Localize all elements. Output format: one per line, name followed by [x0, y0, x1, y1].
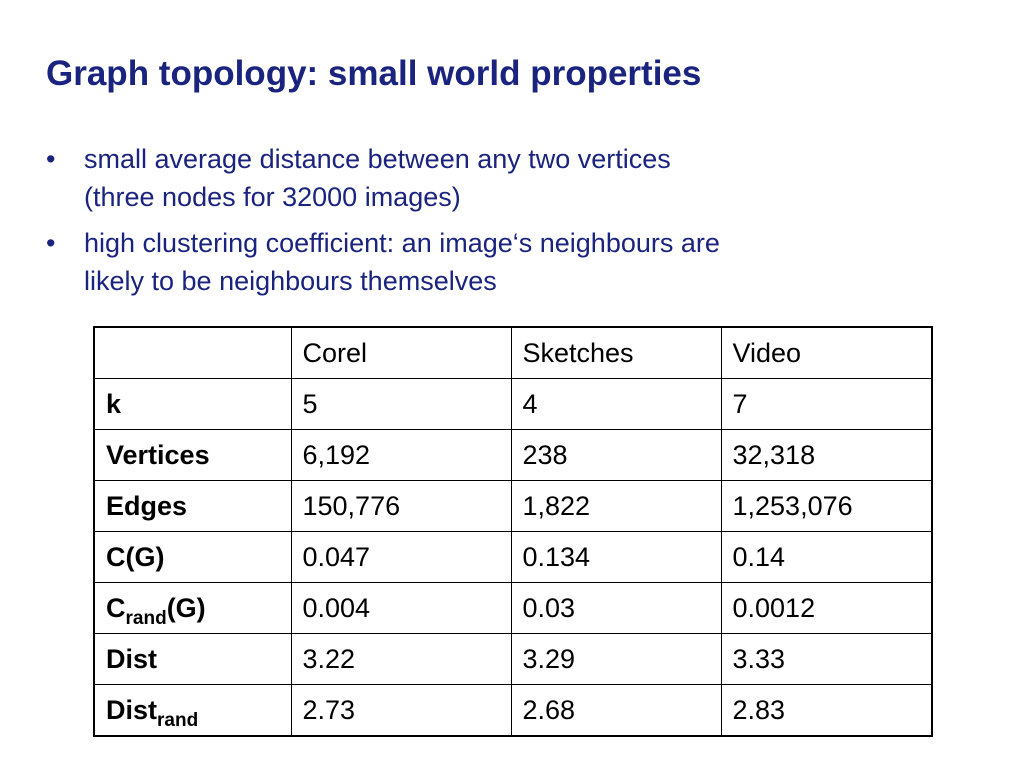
table-cell: 238: [510, 429, 722, 481]
table-row: k 5 4 7: [93, 378, 933, 430]
table-cell: 1,253,076: [720, 480, 933, 532]
bullet-text-line: high clustering coefficient: an image‘s …: [84, 228, 720, 258]
table-cell: 6,192: [290, 429, 512, 481]
bullet-marker: •: [46, 144, 56, 174]
table-cell: 0.14: [720, 531, 933, 583]
table-row: Edges 150,776 1,822 1,253,076: [93, 480, 933, 532]
table-cell: 3.29: [510, 633, 722, 685]
table-cell: 4: [510, 378, 722, 430]
table-cell: 0.047: [290, 531, 512, 583]
bullet-text-line: likely to be neighbours themselves: [84, 266, 497, 296]
table-cell: 1,822: [510, 480, 722, 532]
row-label: Distrand: [93, 684, 292, 737]
table-cell: 5: [290, 378, 512, 430]
bullet-list: • small average distance between any two…: [46, 140, 946, 308]
row-label: C(G): [93, 531, 292, 583]
header-cell-sketches: Sketches: [510, 326, 722, 379]
bullet-marker: •: [46, 228, 56, 258]
table-cell: 3.22: [290, 633, 512, 685]
table-header-row: Corel Sketches Video: [93, 326, 933, 379]
table-cell: 2.83: [720, 684, 933, 737]
row-label: Crand(G): [93, 582, 292, 634]
table-row: Vertices 6,192 238 32,318: [93, 429, 933, 481]
table-row: Crand(G) 0.004 0.03 0.0012: [93, 582, 933, 634]
bullet-text-line: (three nodes for 32000 images): [84, 182, 461, 212]
table-cell: 0.004: [290, 582, 512, 634]
row-label: k: [93, 378, 292, 430]
row-label: Edges: [93, 480, 292, 532]
bullet-item: • small average distance between any two…: [46, 140, 946, 216]
header-cell-empty: [93, 326, 292, 379]
row-label: Dist: [93, 633, 292, 685]
table-cell: 2.68: [510, 684, 722, 737]
table-cell: 7: [720, 378, 933, 430]
table-cell: 2.73: [290, 684, 512, 737]
header-cell-corel: Corel: [290, 326, 512, 379]
slide-title: Graph topology: small world properties: [46, 54, 702, 93]
header-cell-video: Video: [720, 326, 933, 379]
graph-stats-table: Corel Sketches Video k 5 4 7 Vertices 6,…: [93, 326, 933, 737]
bullet-text-line: small average distance between any two v…: [84, 144, 671, 174]
table-cell: 0.0012: [720, 582, 933, 634]
table-cell: 3.33: [720, 633, 933, 685]
table-cell: 32,318: [720, 429, 933, 481]
bullet-item: • high clustering coefficient: an image‘…: [46, 224, 946, 300]
table-row: Dist 3.22 3.29 3.33: [93, 633, 933, 685]
row-label: Vertices: [93, 429, 292, 481]
table-row: Distrand 2.73 2.68 2.83: [93, 684, 933, 737]
table-cell: 150,776: [290, 480, 512, 532]
table-row: C(G) 0.047 0.134 0.14: [93, 531, 933, 583]
table-cell: 0.03: [510, 582, 722, 634]
table-cell: 0.134: [510, 531, 722, 583]
